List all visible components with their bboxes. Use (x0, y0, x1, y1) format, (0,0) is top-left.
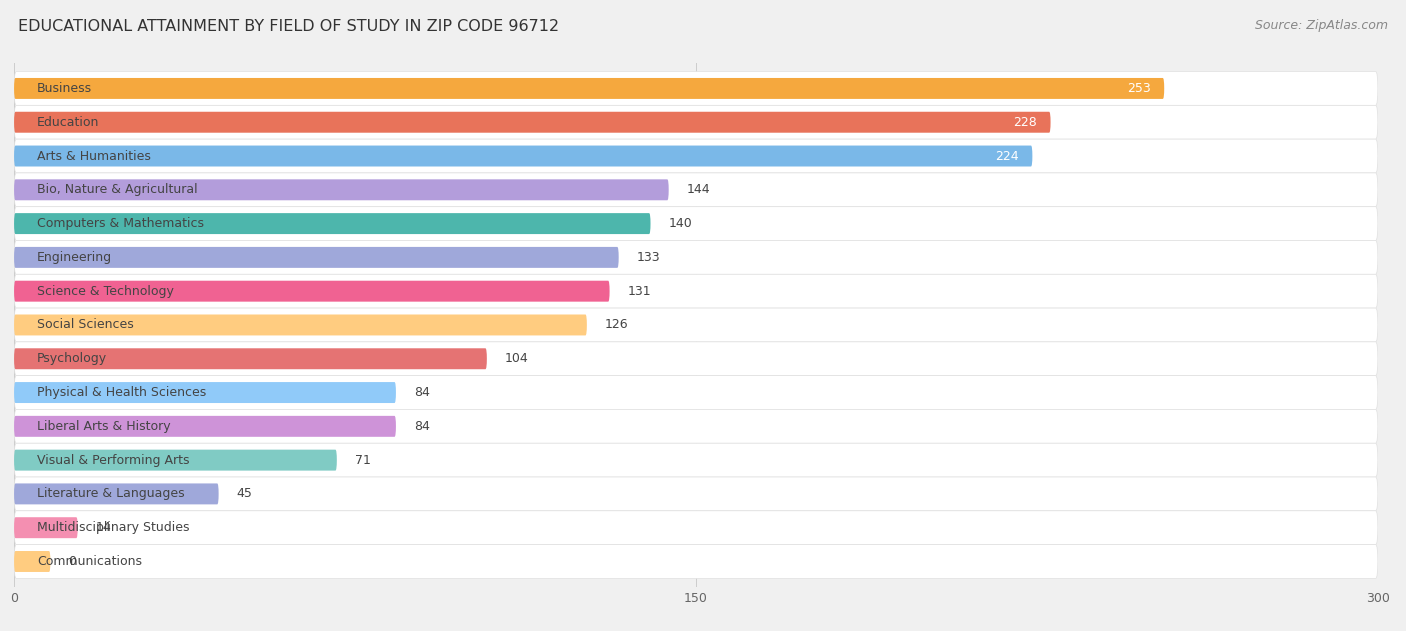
FancyBboxPatch shape (14, 483, 219, 504)
FancyBboxPatch shape (14, 443, 1378, 477)
Text: 71: 71 (354, 454, 371, 466)
Text: Bio, Nature & Agricultural: Bio, Nature & Agricultural (37, 184, 197, 196)
FancyBboxPatch shape (14, 281, 610, 302)
FancyBboxPatch shape (14, 375, 1378, 410)
FancyBboxPatch shape (14, 240, 1378, 274)
FancyBboxPatch shape (14, 410, 1378, 443)
Text: 144: 144 (688, 184, 710, 196)
FancyBboxPatch shape (14, 112, 1050, 133)
Text: 131: 131 (627, 285, 651, 298)
Text: 14: 14 (96, 521, 111, 534)
FancyBboxPatch shape (14, 105, 1378, 139)
FancyBboxPatch shape (14, 78, 1164, 99)
FancyBboxPatch shape (14, 382, 396, 403)
FancyBboxPatch shape (14, 477, 1378, 511)
Text: 253: 253 (1126, 82, 1150, 95)
Text: 84: 84 (415, 420, 430, 433)
FancyBboxPatch shape (14, 545, 1378, 579)
FancyBboxPatch shape (14, 173, 1378, 207)
Text: 228: 228 (1014, 115, 1038, 129)
Text: Business: Business (37, 82, 91, 95)
FancyBboxPatch shape (14, 416, 396, 437)
Text: Arts & Humanities: Arts & Humanities (37, 150, 150, 163)
FancyBboxPatch shape (14, 274, 1378, 308)
FancyBboxPatch shape (14, 146, 1032, 167)
Text: 224: 224 (995, 150, 1019, 163)
FancyBboxPatch shape (14, 450, 337, 471)
Text: 126: 126 (605, 319, 628, 331)
Text: Liberal Arts & History: Liberal Arts & History (37, 420, 170, 433)
FancyBboxPatch shape (14, 179, 669, 200)
FancyBboxPatch shape (14, 511, 1378, 545)
FancyBboxPatch shape (14, 348, 486, 369)
Text: 0: 0 (69, 555, 76, 568)
Text: Engineering: Engineering (37, 251, 112, 264)
Text: 104: 104 (505, 352, 529, 365)
Text: Physical & Health Sciences: Physical & Health Sciences (37, 386, 207, 399)
Text: 140: 140 (669, 217, 692, 230)
Text: 133: 133 (637, 251, 661, 264)
Text: Social Sciences: Social Sciences (37, 319, 134, 331)
Text: Education: Education (37, 115, 100, 129)
FancyBboxPatch shape (14, 207, 1378, 240)
Text: Computers & Mathematics: Computers & Mathematics (37, 217, 204, 230)
FancyBboxPatch shape (14, 308, 1378, 342)
Text: Visual & Performing Arts: Visual & Performing Arts (37, 454, 190, 466)
Text: EDUCATIONAL ATTAINMENT BY FIELD OF STUDY IN ZIP CODE 96712: EDUCATIONAL ATTAINMENT BY FIELD OF STUDY… (18, 19, 560, 34)
FancyBboxPatch shape (14, 517, 77, 538)
FancyBboxPatch shape (14, 213, 651, 234)
Text: Science & Technology: Science & Technology (37, 285, 174, 298)
Text: Multidisciplinary Studies: Multidisciplinary Studies (37, 521, 190, 534)
FancyBboxPatch shape (14, 247, 619, 268)
FancyBboxPatch shape (14, 314, 586, 336)
Text: Source: ZipAtlas.com: Source: ZipAtlas.com (1254, 19, 1388, 32)
Text: 45: 45 (236, 487, 253, 500)
FancyBboxPatch shape (14, 71, 1378, 105)
FancyBboxPatch shape (14, 551, 51, 572)
Text: Psychology: Psychology (37, 352, 107, 365)
Text: Communications: Communications (37, 555, 142, 568)
FancyBboxPatch shape (14, 342, 1378, 375)
FancyBboxPatch shape (14, 139, 1378, 173)
Text: Literature & Languages: Literature & Languages (37, 487, 184, 500)
Text: 84: 84 (415, 386, 430, 399)
